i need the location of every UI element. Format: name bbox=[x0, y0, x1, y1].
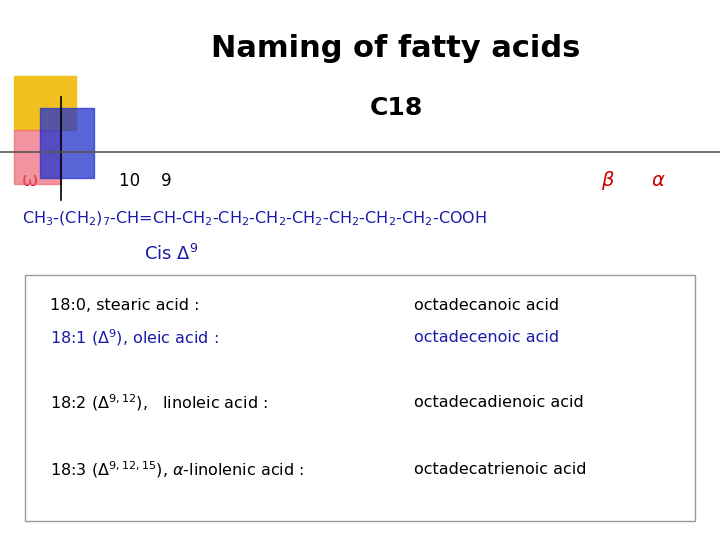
Text: 18:2 ($\Delta^{9,12}$),   linoleic acid :: 18:2 ($\Delta^{9,12}$), linoleic acid : bbox=[50, 392, 268, 413]
Text: Naming of fatty acids: Naming of fatty acids bbox=[211, 34, 581, 63]
Text: Cis $\Delta^9$: Cis $\Delta^9$ bbox=[144, 244, 198, 264]
Text: octadecanoic acid: octadecanoic acid bbox=[414, 298, 559, 313]
Text: octadecadienoic acid: octadecadienoic acid bbox=[414, 395, 584, 410]
Text: C18: C18 bbox=[369, 96, 423, 120]
Text: α: α bbox=[652, 171, 665, 191]
Text: β: β bbox=[601, 171, 613, 191]
FancyBboxPatch shape bbox=[25, 275, 695, 521]
Text: ω: ω bbox=[22, 171, 38, 191]
FancyBboxPatch shape bbox=[14, 76, 76, 130]
Text: octadecenoic acid: octadecenoic acid bbox=[414, 330, 559, 345]
Text: 18:3 ($\Delta^{9,12,15}$), $\alpha$-linolenic acid :: 18:3 ($\Delta^{9,12,15}$), $\alpha$-lino… bbox=[50, 460, 305, 480]
FancyBboxPatch shape bbox=[40, 108, 94, 178]
Text: CH$_3$-(CH$_2$)$_7$-CH=CH-CH$_2$-CH$_2$-CH$_2$-CH$_2$-CH$_2$-CH$_2$-CH$_2$-COOH: CH$_3$-(CH$_2$)$_7$-CH=CH-CH$_2$-CH$_2$-… bbox=[22, 210, 487, 228]
Text: 18:0, stearic acid :: 18:0, stearic acid : bbox=[50, 298, 200, 313]
Text: 10    9: 10 9 bbox=[119, 172, 171, 190]
Text: 18:1 ($\Delta^9$), oleic acid :: 18:1 ($\Delta^9$), oleic acid : bbox=[50, 327, 219, 348]
Text: octadecatrienoic acid: octadecatrienoic acid bbox=[414, 462, 587, 477]
FancyBboxPatch shape bbox=[14, 130, 61, 184]
